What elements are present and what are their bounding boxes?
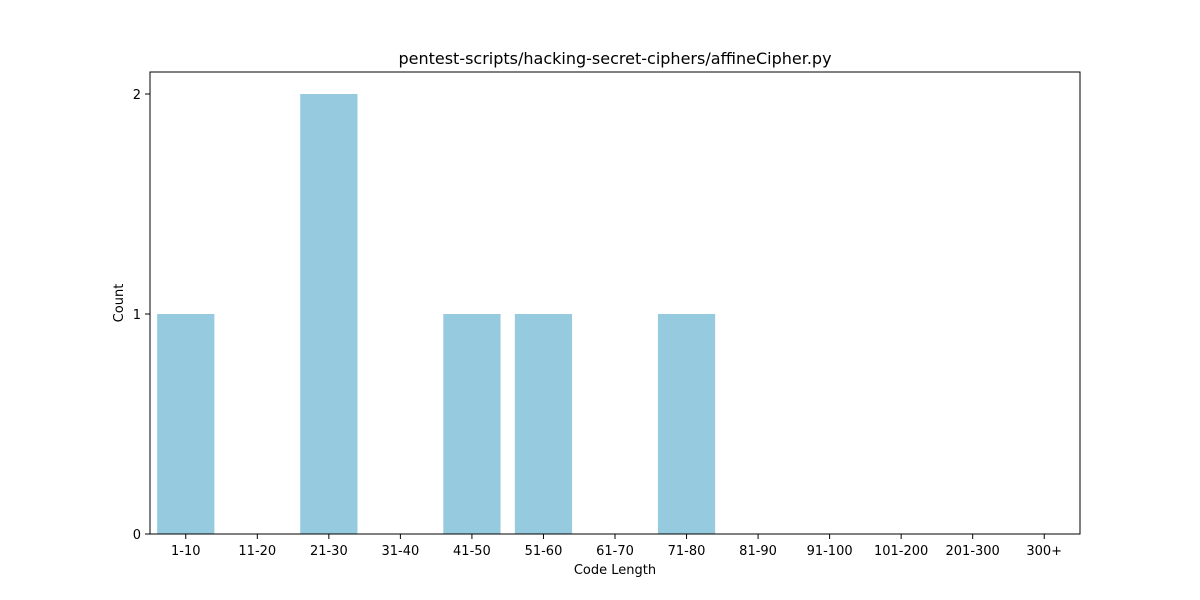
x-tick-label: 201-300 bbox=[946, 544, 1000, 559]
bar-21-30 bbox=[300, 94, 358, 534]
y-tick-label: 1 bbox=[133, 308, 141, 323]
bars-group bbox=[157, 94, 716, 534]
x-tick-label: 21-30 bbox=[310, 544, 348, 559]
bar-51-60 bbox=[514, 314, 573, 534]
x-tick-label: 11-20 bbox=[238, 544, 276, 559]
bar-71-80 bbox=[657, 314, 716, 534]
x-tick-label: 300+ bbox=[1026, 544, 1062, 559]
x-tick-label: 31-40 bbox=[381, 544, 419, 559]
x-axis: 1-10 11-20 21-30 31-40 41-50 51-60 61-70 71-80 8… bbox=[171, 534, 1062, 559]
y-tick-label: 2 bbox=[133, 88, 141, 103]
x-tick-label: 1-10 bbox=[171, 544, 201, 559]
x-tick-label: 71-80 bbox=[668, 544, 706, 559]
x-tick-label: 41-50 bbox=[453, 544, 491, 559]
x-tick-label: 51-60 bbox=[525, 544, 563, 559]
x-tick-label: 91-100 bbox=[807, 544, 853, 559]
plot-frame bbox=[149, 71, 1081, 535]
x-tick-label: 101-200 bbox=[874, 544, 928, 559]
x-axis-label: Code Length bbox=[574, 563, 656, 578]
bar-1-10 bbox=[157, 314, 215, 534]
x-tick-label: 61-70 bbox=[596, 544, 634, 559]
x-tick-label: 81-90 bbox=[739, 544, 777, 559]
bar-41-50 bbox=[443, 314, 501, 534]
chart-title: pentest-scripts/hacking-secret-ciphers/a… bbox=[398, 49, 831, 68]
y-tick-label: 0 bbox=[133, 528, 141, 543]
y-axis: 0 1 2 bbox=[133, 88, 150, 543]
y-axis-label: Count bbox=[112, 284, 127, 323]
